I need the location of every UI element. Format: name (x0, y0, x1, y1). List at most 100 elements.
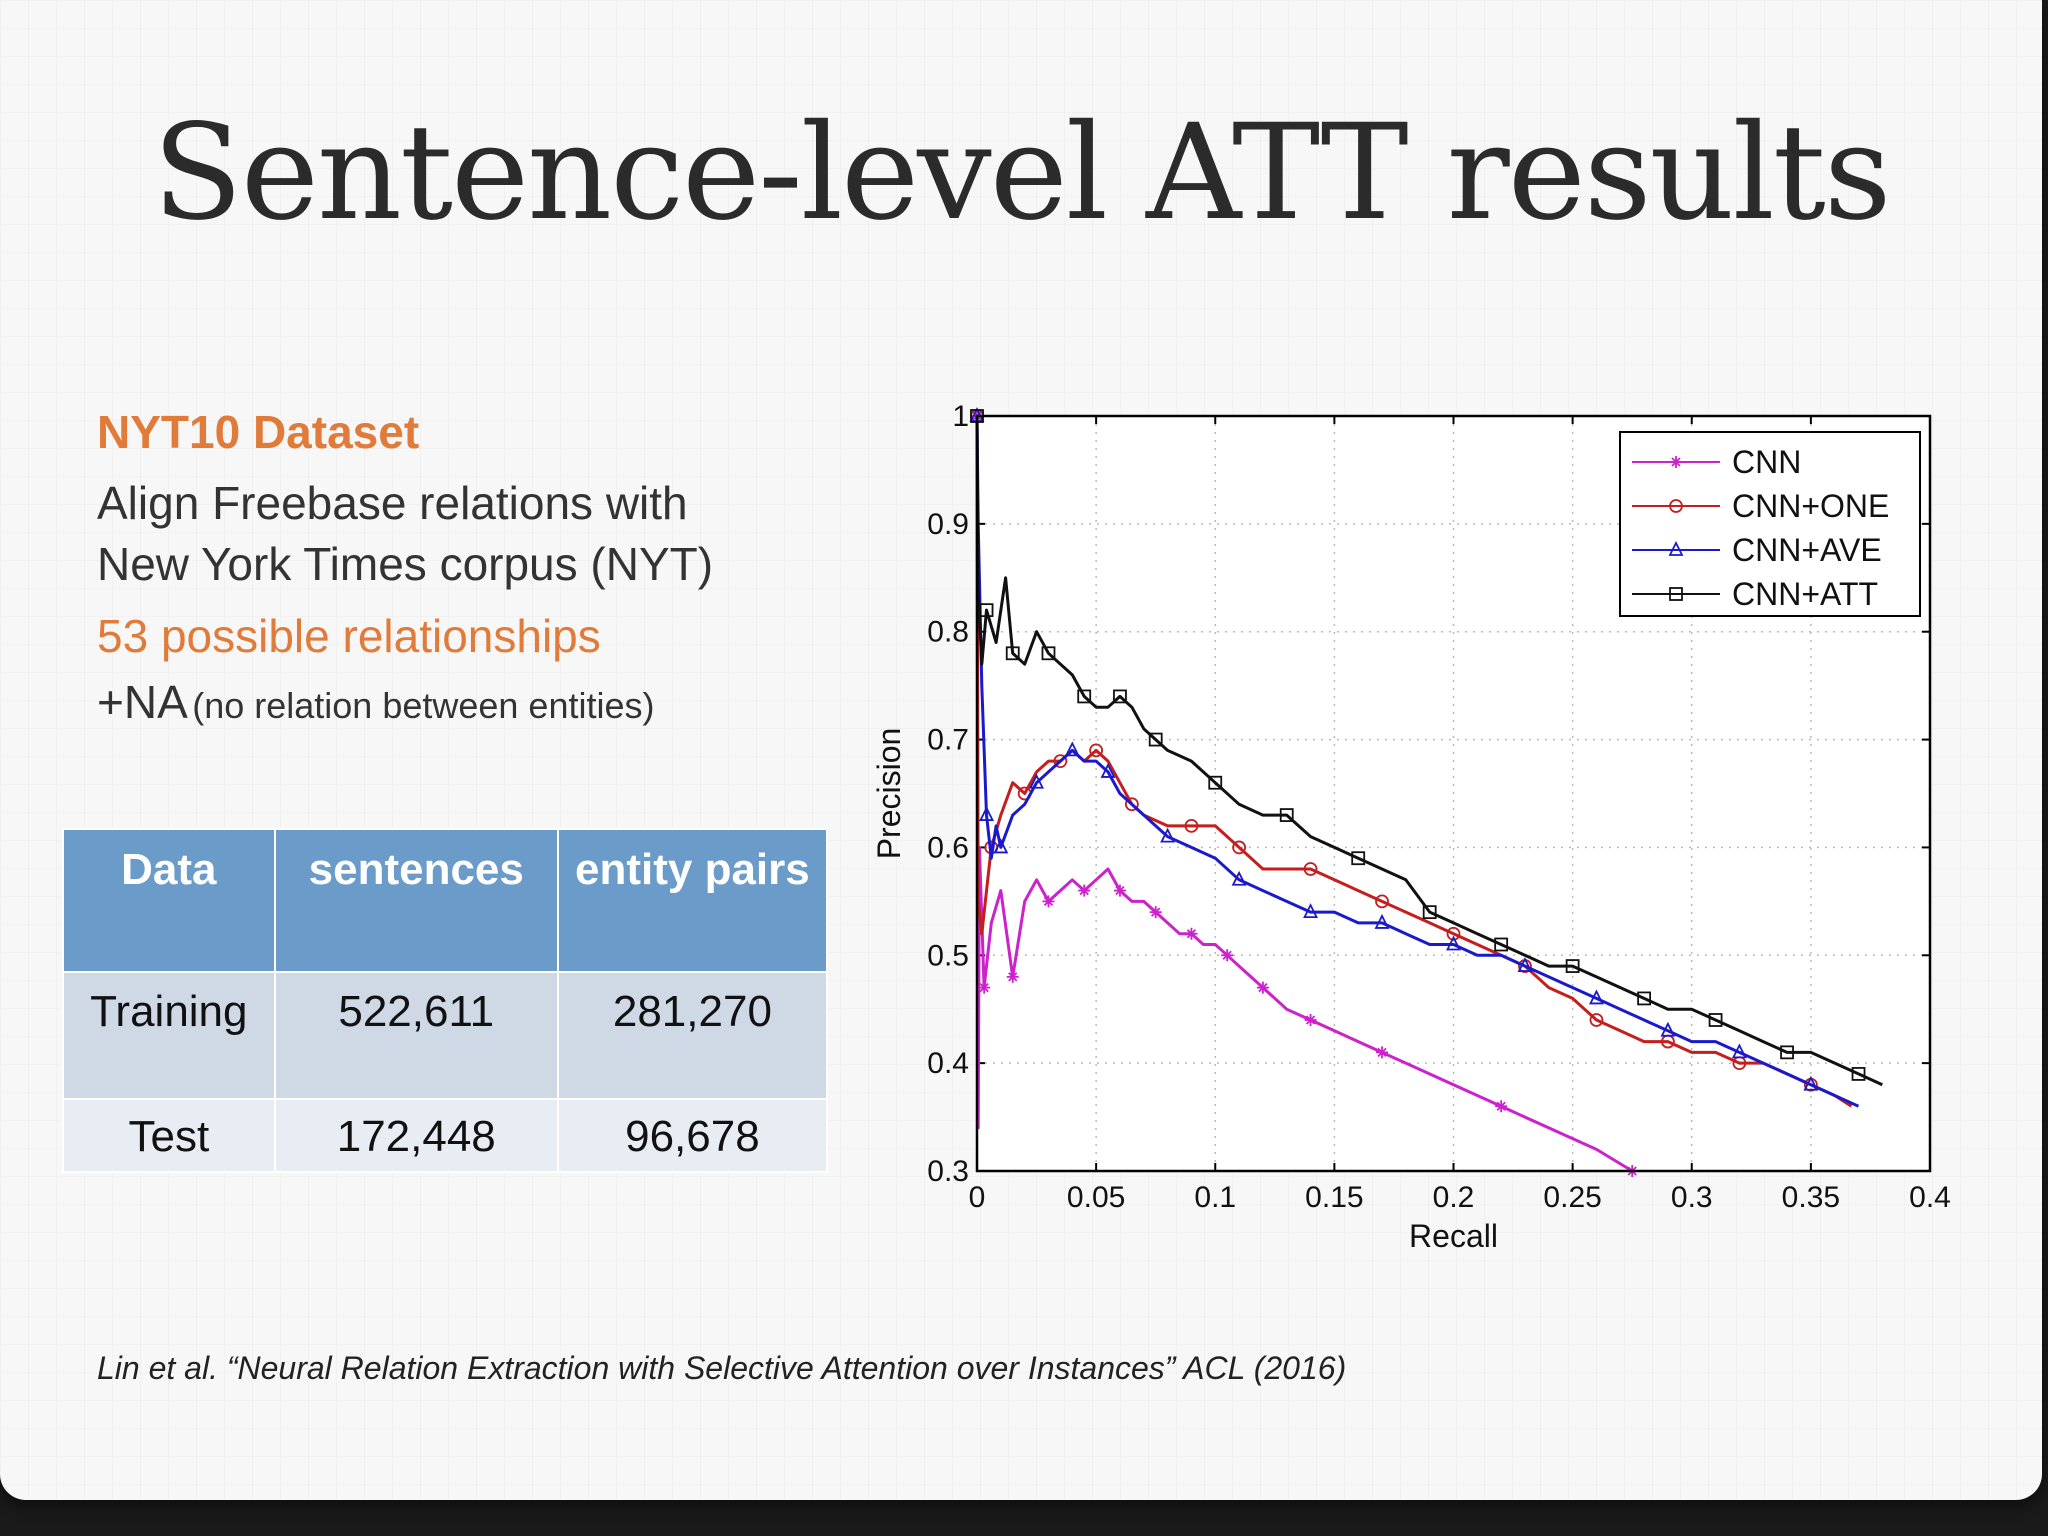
series-line-cnn (975, 415, 1633, 1173)
header-data: Data (62, 828, 276, 973)
data-point-cnn-att (1851, 1067, 1866, 1081)
na-prefix: +NA (97, 676, 188, 728)
data-point-cnn-att (1077, 689, 1092, 704)
x-tick-label: 0 (969, 1181, 986, 1214)
x-tick-label: 0.35 (1782, 1181, 1840, 1214)
x-tick-label: 0.2 (1433, 1181, 1475, 1214)
table-cell: 96,678 (556, 1098, 829, 1173)
relationships-count: 53 possible relationships (97, 610, 601, 662)
data-point-cnn-one (1446, 926, 1461, 941)
table-cell: 281,270 (556, 971, 829, 1100)
header-sentences: sentences (273, 828, 559, 973)
x-tick-label: 0.1 (1194, 1181, 1236, 1214)
data-point-cnn-att (1708, 1013, 1723, 1027)
x-tick-label: 0.3 (1671, 1181, 1713, 1214)
data-point-cnn-ave (1029, 773, 1045, 789)
data-point-cnn-one (1053, 754, 1068, 769)
data-point-cnn-att (1041, 646, 1056, 661)
y-tick-label: 0.3 (927, 1155, 969, 1188)
data-point-cnn-ave (1303, 903, 1319, 919)
data-point-cnn-ave (1803, 1075, 1819, 1091)
data-point-cnn-one (1089, 743, 1104, 758)
data-point-cnn (1185, 927, 1198, 940)
x-tick-label: 0.4 (1909, 1181, 1951, 1214)
slide: Sentence-level ATT results NYT10 Dataset… (0, 0, 2042, 1500)
dataset-description: NYT10 Dataset Align Freebase relations w… (97, 405, 857, 729)
y-tick-label: 0.5 (927, 939, 969, 972)
y-tick-label: 1 (952, 400, 969, 433)
y-tick-label: 0.4 (927, 1047, 969, 1080)
data-point-cnn-ave (1660, 1021, 1676, 1037)
data-point-cnn-one (1303, 862, 1318, 876)
data-point-cnn-ave (1231, 870, 1247, 886)
legend-label-cnn-ave: CNN+AVE (1732, 532, 1882, 568)
dataset-line-2: New York Times corpus (NYT) (97, 538, 714, 590)
dataset-line-1: Align Freebase relations with (97, 477, 688, 529)
table-header-row: Data sentences entity pairs (62, 828, 829, 973)
table-cell: 522,611 (273, 971, 559, 1100)
data-point-cnn-ave (1588, 989, 1604, 1005)
data-point-cnn-att (1351, 851, 1366, 866)
x-tick-label: 0.25 (1543, 1181, 1601, 1214)
table-cell: Training (62, 971, 276, 1100)
dataset-title: NYT10 Dataset (97, 406, 420, 458)
data-point-cnn-att (1565, 959, 1580, 973)
data-point-cnn-ave (979, 806, 994, 821)
plot-frame (975, 414, 1932, 1173)
series-line-cnn-att (975, 415, 1883, 1087)
slide-title: Sentence-level ATT results (152, 96, 1891, 250)
data-point-cnn-ave (1446, 935, 1461, 951)
x-tick-label: 0.05 (1067, 1181, 1125, 1214)
na-note: +NA (no relation between entities) (97, 675, 857, 729)
data-point-cnn-ave (1064, 741, 1080, 757)
data-point-cnn-one (1184, 818, 1199, 833)
table-row: Test 172,448 96,678 (62, 1098, 829, 1173)
data-point-cnn (1113, 884, 1126, 897)
data-point-cnn-ave (1374, 913, 1390, 929)
data-point-cnn (1256, 981, 1269, 994)
x-axis-label: Recall (1409, 1218, 1498, 1254)
y-tick-label: 0.6 (927, 831, 969, 864)
data-point-cnn-att (1637, 991, 1651, 1006)
data-point-cnn (1042, 895, 1055, 908)
data-point-cnn-att (1208, 775, 1223, 790)
data-point-cnn-att (1422, 905, 1437, 920)
chart-svg: 0 0.05 0.1 0.15 0.2 0.25 0.3 0.35 0.4 0.3 0.4 0.5 0.… (871, 400, 1951, 1254)
header-entity-pairs: entity pairs (556, 828, 829, 973)
data-point-cnn-att (1494, 937, 1509, 952)
y-axis-label: Precision (871, 728, 907, 860)
legend-marker-cnn-one (1669, 499, 1683, 513)
data-point-cnn (1495, 1100, 1508, 1113)
na-description: (no relation between entities) (192, 685, 655, 726)
table-row: Training 522,611 281,270 (62, 971, 829, 1100)
data-point-cnn-ave (993, 838, 1009, 854)
data-point-cnn (978, 981, 991, 994)
table-cell: 172,448 (273, 1098, 559, 1173)
legend-label-cnn-one: CNN+ONE (1732, 488, 1889, 524)
legend-marker-cnn-att (1669, 587, 1683, 601)
data-point-cnn (1221, 949, 1234, 962)
y-tick-label: 0.8 (927, 616, 969, 649)
data-point-cnn-one (1375, 894, 1389, 909)
data-point-cnn-att (1279, 808, 1294, 822)
data-point-cnn (1006, 970, 1019, 983)
data-point-cnn-att (1113, 689, 1127, 704)
data-point-cnn (1304, 1014, 1317, 1026)
data-point-cnn (1149, 906, 1162, 919)
y-tick-label: 0.9 (927, 508, 969, 541)
data-point-cnn-ave (1517, 957, 1533, 972)
data-point-cnn-one (1232, 840, 1246, 855)
table-cell: Test (62, 1098, 276, 1173)
data-point-cnn-ave (1731, 1043, 1747, 1059)
data-point-cnn-att (1005, 646, 1020, 661)
dataset-table: Data sentences entity pairs Training 522… (62, 828, 829, 1173)
data-point-cnn (1078, 884, 1091, 897)
legend-marker-cnn (1670, 456, 1682, 468)
legend-marker-cnn-ave (1668, 540, 1684, 556)
x-tick-label: 0.15 (1305, 1181, 1363, 1214)
data-point-cnn-att (979, 603, 994, 618)
precision-recall-chart: 0 0.05 0.1 0.15 0.2 0.25 0.3 0.35 0.4 0.3 0.4 0.5 0.… (860, 396, 1970, 1276)
legend-label-cnn: CNN (1732, 444, 1801, 480)
data-point-cnn-ave (1100, 762, 1116, 778)
data-point-cnn-one (1124, 797, 1139, 812)
